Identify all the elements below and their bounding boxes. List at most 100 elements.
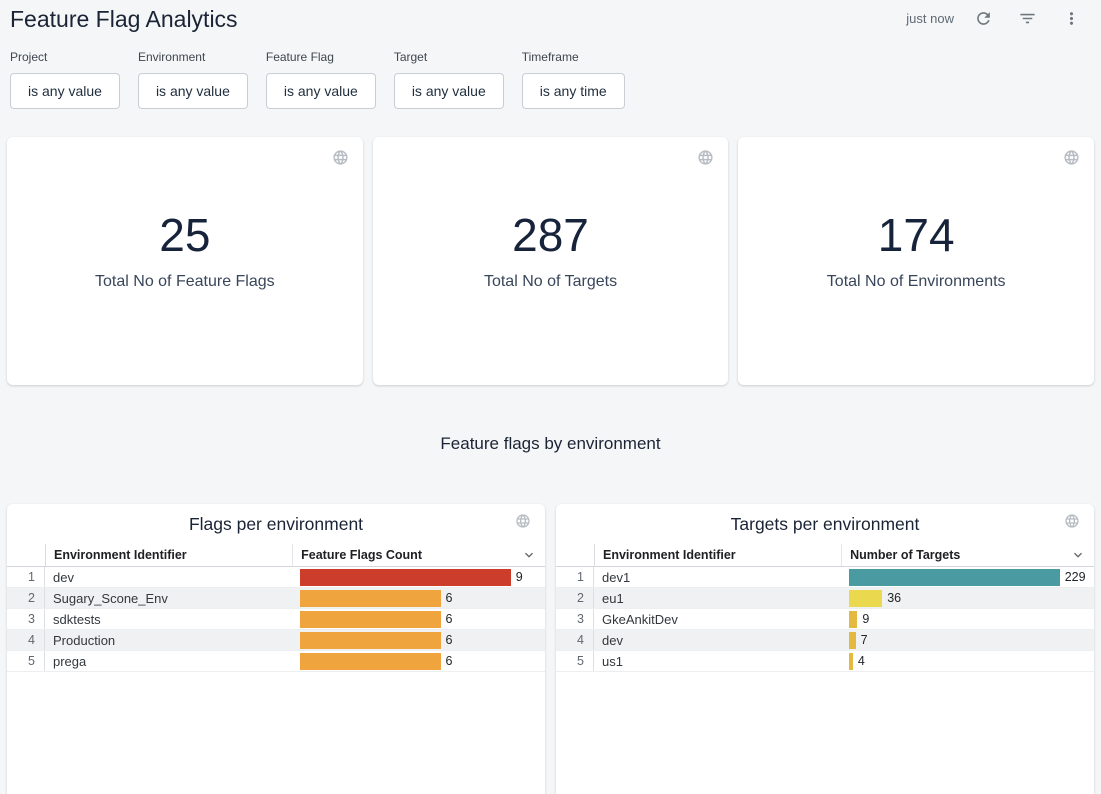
environment-identifier-cell: dev bbox=[602, 632, 623, 648]
filter-value-button[interactable]: is any value bbox=[10, 73, 120, 109]
environment-identifier-cell: prega bbox=[53, 653, 87, 669]
kpi-content: 174 Total No of Environments bbox=[827, 211, 1006, 290]
refresh-icon bbox=[974, 9, 993, 28]
kpi-label: Total No of Environments bbox=[826, 272, 1006, 290]
value-label: 229 bbox=[1064, 570, 1086, 584]
column-header-feature-flags-count[interactable]: Feature Flags Count bbox=[292, 544, 545, 566]
table-row[interactable]: 4 dev 7 bbox=[556, 630, 1094, 651]
count-bar-cell: 7 bbox=[841, 630, 1094, 650]
table-row[interactable]: 5 prega 6 bbox=[7, 651, 545, 672]
value-label: 7 bbox=[860, 633, 868, 647]
row-number-header bbox=[7, 544, 45, 566]
row-number-header bbox=[556, 544, 594, 566]
row-number: 3 bbox=[7, 609, 45, 629]
environment-identifier-cell: eu1 bbox=[602, 590, 624, 606]
kpi-content: 25 Total No of Feature Flags bbox=[95, 211, 275, 290]
filter-value-button[interactable]: is any value bbox=[265, 73, 376, 109]
table-row[interactable]: 2 Sugary_Scone_Env 6 bbox=[7, 588, 545, 609]
filter-group: Feature Flag is any value bbox=[265, 50, 376, 109]
table-body: 1 dev 9 2 Sugary_Scone_Env 6 bbox=[7, 567, 545, 672]
kpi-value: 287 bbox=[512, 209, 589, 262]
kpi-value: 174 bbox=[877, 209, 955, 262]
value-label: 6 bbox=[445, 591, 453, 605]
last-refreshed-label: just now bbox=[906, 11, 954, 26]
environment-identifier-cell: GkeAnkitDev bbox=[602, 611, 678, 627]
table-title: Flags per environment bbox=[188, 513, 364, 534]
table-row[interactable]: 3 sdktests 6 bbox=[7, 609, 545, 630]
globe-icon bbox=[697, 149, 714, 166]
row-number: 4 bbox=[556, 630, 594, 650]
table-row[interactable]: 1 dev1 229 bbox=[556, 567, 1094, 588]
filter-bar: Project is any value Environment is any … bbox=[0, 34, 1101, 109]
row-number: 1 bbox=[7, 567, 45, 587]
filter-value-button[interactable]: is any time bbox=[521, 73, 625, 109]
table-row[interactable]: 1 dev 9 bbox=[7, 567, 545, 588]
value-bar bbox=[849, 568, 1060, 586]
flags-per-environment-card: Flags per environment Environment Identi… bbox=[7, 504, 545, 794]
column-header-label: Feature Flags Count bbox=[301, 548, 422, 562]
globe-icon bbox=[332, 149, 349, 166]
filter-label: Target bbox=[393, 50, 428, 64]
table-body: 1 dev1 229 2 eu1 36 bbox=[556, 567, 1094, 672]
value-bar bbox=[300, 631, 441, 649]
filter-value-button[interactable]: is any value bbox=[137, 73, 248, 109]
column-header-environment-identifier[interactable]: Environment Identifier bbox=[45, 544, 292, 566]
dashboard-filters-button[interactable] bbox=[1018, 9, 1037, 28]
environment-identifier-cell: sdktests bbox=[53, 611, 101, 627]
chevron-down-icon[interactable] bbox=[1070, 547, 1086, 563]
value-bar bbox=[849, 652, 853, 670]
row-number: 3 bbox=[556, 609, 594, 629]
globe-icon bbox=[1064, 513, 1080, 529]
table-title: Targets per environment bbox=[730, 513, 920, 534]
dashboard-header: Feature Flag Analytics just now bbox=[0, 0, 1101, 34]
table-title-row: Targets per environment bbox=[556, 504, 1094, 544]
filter-group: Project is any value bbox=[10, 50, 120, 109]
filter-group: Timeframe is any time bbox=[521, 50, 625, 109]
count-bar-cell: 6 bbox=[292, 609, 545, 629]
count-bar-cell: 9 bbox=[292, 567, 545, 587]
value-bar bbox=[300, 589, 441, 607]
refresh-button[interactable] bbox=[974, 9, 993, 28]
count-bar-cell: 4 bbox=[841, 651, 1094, 671]
table-row[interactable]: 5 us1 4 bbox=[556, 651, 1094, 672]
kpi-content: 287 Total No of Targets bbox=[484, 211, 617, 290]
filter-group: Environment is any value bbox=[137, 50, 248, 109]
table-title-row: Flags per environment bbox=[7, 504, 545, 544]
environment-identifier-cell: us1 bbox=[602, 653, 623, 669]
tables-section: Flags per environment Environment Identi… bbox=[7, 504, 1094, 794]
value-label: 9 bbox=[515, 570, 523, 584]
filter-group: Target is any value bbox=[393, 50, 504, 109]
column-header-number-of-targets[interactable]: Number of Targets bbox=[841, 544, 1094, 566]
row-number: 5 bbox=[556, 651, 594, 671]
environment-identifier-cell: Sugary_Scone_Env bbox=[53, 590, 168, 606]
row-number: 5 bbox=[7, 651, 45, 671]
table-row[interactable]: 4 Production 6 bbox=[7, 630, 545, 651]
value-label: 36 bbox=[887, 591, 902, 605]
table-row[interactable]: 3 GkeAnkitDev 9 bbox=[556, 609, 1094, 630]
value-bar bbox=[849, 610, 858, 628]
globe-icon bbox=[515, 513, 531, 529]
column-header-label: Number of Targets bbox=[850, 548, 961, 562]
count-bar-cell: 6 bbox=[292, 651, 545, 671]
filter-label: Environment bbox=[137, 50, 206, 64]
value-label: 6 bbox=[445, 633, 453, 647]
filter-value-button[interactable]: is any value bbox=[393, 73, 504, 109]
environment-identifier-cell: dev bbox=[53, 569, 74, 585]
filter-label: Timeframe bbox=[521, 50, 579, 64]
table-header: Environment Identifier Number of Targets bbox=[556, 544, 1094, 567]
more-options-button[interactable] bbox=[1062, 9, 1081, 28]
column-header-environment-identifier[interactable]: Environment Identifier bbox=[594, 544, 841, 566]
value-label: 6 bbox=[445, 654, 453, 668]
value-bar bbox=[300, 610, 441, 628]
kpi-card: 174 Total No of Environments bbox=[738, 137, 1095, 385]
table-row[interactable]: 2 eu1 36 bbox=[556, 588, 1094, 609]
targets-per-environment-card: Targets per environment Environment Iden… bbox=[556, 504, 1094, 794]
row-number: 4 bbox=[7, 630, 45, 650]
value-label: 9 bbox=[862, 612, 870, 626]
count-bar-cell: 6 bbox=[292, 630, 545, 650]
count-bar-cell: 6 bbox=[292, 588, 545, 608]
kpi-label: Total No of Targets bbox=[483, 272, 618, 290]
chevron-down-icon[interactable] bbox=[521, 547, 537, 563]
globe-icon bbox=[1063, 149, 1080, 166]
value-label: 6 bbox=[445, 612, 453, 626]
